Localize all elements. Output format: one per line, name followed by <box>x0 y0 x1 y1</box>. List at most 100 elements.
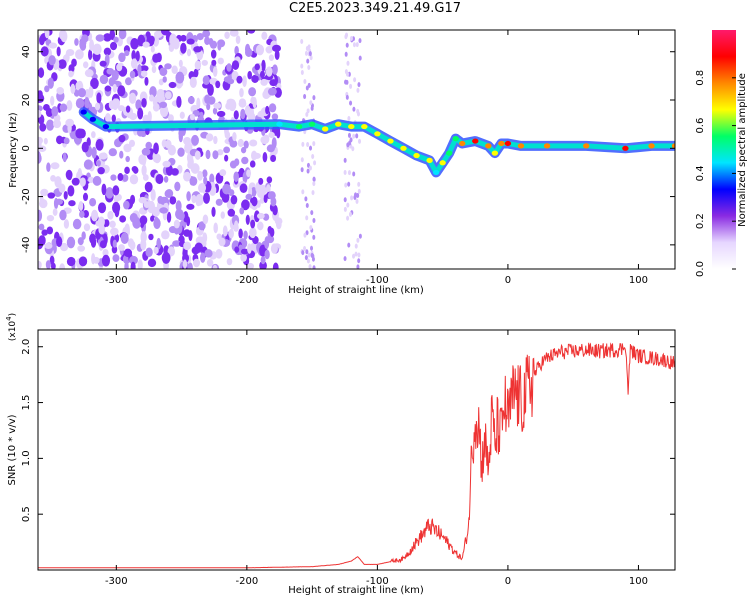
streak-speck <box>306 168 310 174</box>
noise-speck <box>270 243 278 254</box>
trace-point <box>472 138 479 144</box>
noise-speck <box>91 209 99 222</box>
trace-point <box>445 150 453 156</box>
noise-speck <box>183 229 191 237</box>
streak-speck <box>303 232 307 238</box>
noise-speck <box>167 114 174 122</box>
noise-speck <box>265 66 273 77</box>
trace-point <box>439 160 446 166</box>
noise-speck <box>67 123 72 134</box>
streak-speck <box>349 36 353 42</box>
noise-speck <box>123 143 132 153</box>
noise-speck <box>153 142 159 155</box>
streak-speck <box>344 51 348 57</box>
noise-speck <box>88 49 93 61</box>
noise-speck <box>68 70 74 78</box>
noise-speck <box>38 209 43 222</box>
noise-speck <box>162 76 167 83</box>
noise-speck <box>186 38 195 45</box>
noise-speck <box>248 87 257 97</box>
noise-speck <box>269 79 278 87</box>
noise-speck <box>249 139 258 147</box>
noise-speck <box>168 81 177 89</box>
noise-speck <box>152 103 160 112</box>
noise-speck <box>235 35 241 44</box>
noise-speck <box>274 49 280 60</box>
noise-speck <box>240 248 249 255</box>
noise-speck <box>176 96 182 108</box>
noise-speck <box>91 146 97 159</box>
noise-speck <box>245 214 250 225</box>
noise-speck <box>40 188 49 197</box>
noise-speck <box>63 219 70 229</box>
noise-speck <box>103 47 112 56</box>
noise-speck <box>159 207 169 214</box>
trace-point <box>374 131 381 137</box>
streak-speck <box>343 197 347 203</box>
trace-point <box>648 143 655 149</box>
spectrogram-y-ticks: -40 -20 0 20 40 <box>21 45 675 253</box>
noise-speck <box>113 98 121 109</box>
streak-speck <box>310 252 314 258</box>
noise-speck <box>109 220 116 228</box>
noise-speck <box>139 65 149 72</box>
noise-speck <box>183 241 192 251</box>
streak-speck <box>356 87 360 93</box>
colorbar-tick-label: 0.4 <box>695 165 706 181</box>
noise-speck <box>255 44 265 56</box>
streak-speck <box>308 51 312 57</box>
noise-speck <box>150 188 156 201</box>
noise-speck <box>234 246 240 253</box>
noise-speck <box>135 50 140 62</box>
noise-speck <box>98 152 108 160</box>
noise-speck <box>169 196 177 205</box>
streak-speck <box>347 170 351 176</box>
noise-speck <box>239 88 244 98</box>
streak-speck <box>313 160 317 166</box>
noise-speck <box>212 264 218 269</box>
noise-speck <box>204 36 211 46</box>
snr-y-axis-label: SNR (10 * v/v) <box>7 414 18 485</box>
noise-speck <box>212 66 218 77</box>
noise-speck <box>124 261 129 269</box>
noise-speck <box>38 261 42 269</box>
noise-speck <box>270 154 277 163</box>
noise-speck <box>38 136 44 145</box>
noise-speck <box>38 93 45 103</box>
noise-speck <box>215 248 223 259</box>
noise-speck <box>107 210 114 220</box>
noise-speck <box>187 156 194 168</box>
noise-speck <box>183 171 192 182</box>
y-tick-label: -40 <box>21 237 32 253</box>
noise-speck <box>111 114 116 123</box>
noise-speck <box>260 256 266 265</box>
noise-speck <box>123 200 130 210</box>
trace-point <box>543 143 551 149</box>
noise-speck <box>41 229 48 236</box>
noise-speck <box>233 171 239 182</box>
noise-speck <box>251 74 259 83</box>
trace-point <box>89 116 97 122</box>
noise-speck <box>259 197 265 204</box>
noise-speck <box>259 260 267 269</box>
noise-speck <box>220 211 225 219</box>
streak-speck <box>352 106 356 112</box>
noise-speck <box>249 160 256 168</box>
noise-speck <box>52 208 58 216</box>
y-tick-label: 1.0 <box>21 450 32 466</box>
noise-speck <box>96 160 101 167</box>
noise-speck <box>168 43 175 52</box>
noise-speck <box>261 31 268 40</box>
streak-speck <box>349 83 353 89</box>
noise-speck <box>138 154 147 165</box>
colorbar-gradient <box>712 30 736 269</box>
trace-point <box>80 109 87 115</box>
snr-y-multiplier: (x104) <box>5 313 18 341</box>
streak-speck <box>304 255 308 261</box>
streak-speck <box>347 181 351 187</box>
noise-speck <box>267 191 276 200</box>
noise-speck <box>46 162 51 172</box>
streak-speck <box>310 245 314 251</box>
noise-speck <box>172 240 182 247</box>
streak-speck <box>304 196 308 202</box>
